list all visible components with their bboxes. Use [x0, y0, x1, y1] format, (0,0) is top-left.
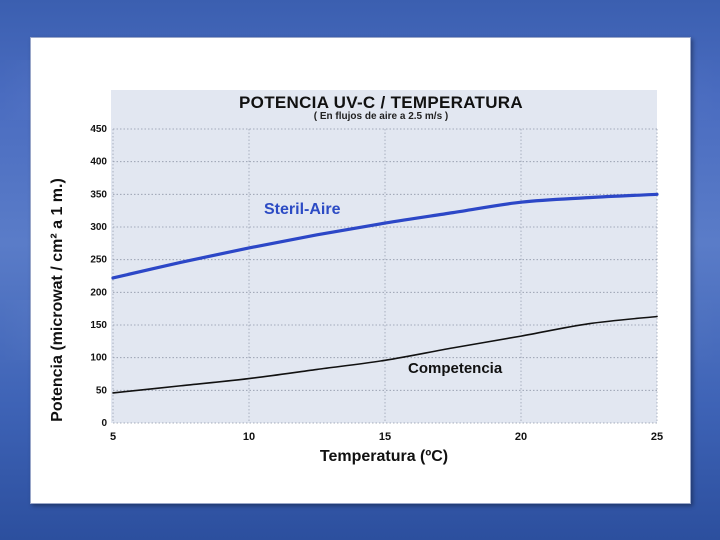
series-line-steril-aire — [111, 192, 659, 280]
y-tick-label: 50 — [96, 385, 108, 396]
y-tick-label: 350 — [90, 189, 107, 200]
x-tick-label: 10 — [243, 431, 255, 443]
y-tick-label: 300 — [90, 222, 107, 233]
x-tick-label: 5 — [110, 431, 116, 443]
slide-card: 0 50 100 150 200 250 300 350 400 450 5 10 15 20 25 POT… — [30, 37, 691, 504]
y-tick-label: 150 — [90, 320, 107, 331]
y-tick-label: 200 — [90, 287, 107, 298]
y-tick-label: 100 — [90, 353, 107, 364]
x-tick-label: 20 — [515, 431, 527, 443]
chart-title: POTENCIA UV-C / TEMPERATURA — [239, 93, 523, 112]
y-tick-label: 0 — [101, 418, 107, 429]
series-label-steril-aire: Steril-Aire — [264, 201, 341, 218]
chart-subtitle: ( En flujos de aire a 2.5 m/s ) — [313, 111, 449, 122]
y-tick-label: 450 — [90, 124, 107, 135]
y-axis-label: Potencia (microwat / cm² a 1 m.) — [49, 178, 66, 422]
series-label-competencia: Competencia — [408, 360, 503, 377]
x-tick-label: 15 — [379, 431, 391, 443]
chart-svg: 0 50 100 150 200 250 300 350 400 450 5 10 15 20 25 — [90, 124, 663, 443]
x-axis-label: Temperatura (ºC) — [319, 448, 449, 465]
series-line-competencia — [112, 315, 658, 394]
y-tick-label: 400 — [90, 157, 107, 168]
x-tick-label: 25 — [651, 431, 663, 443]
y-tick-label: 250 — [90, 255, 107, 266]
